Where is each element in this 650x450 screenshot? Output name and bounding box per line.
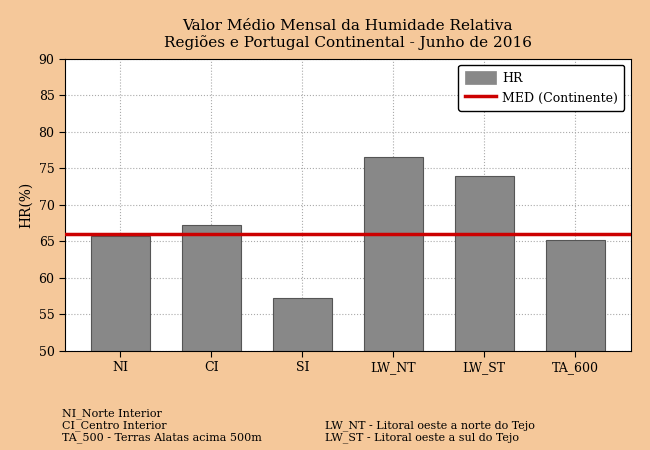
Bar xyxy=(91,236,150,450)
Bar xyxy=(273,298,332,450)
Y-axis label: HR(%): HR(%) xyxy=(19,182,33,228)
Bar xyxy=(363,157,422,450)
Text: NI_Norte Interior
CI_Centro Interior
TA_500 - Terras Alatas acima 500m: NI_Norte Interior CI_Centro Interior TA_… xyxy=(62,408,261,443)
Bar xyxy=(454,176,514,450)
Title: Valor Médio Mensal da Humidade Relativa
Regiões e Portugal Continental - Junho d: Valor Médio Mensal da Humidade Relativa … xyxy=(164,19,532,50)
Bar xyxy=(545,240,605,450)
Bar xyxy=(182,225,241,450)
Text: LW_NT - Litoral oeste a norte do Tejo
LW_ST - Litoral oeste a sul do Tejo: LW_NT - Litoral oeste a norte do Tejo LW… xyxy=(325,420,535,443)
Legend: HR, MED (Continente): HR, MED (Continente) xyxy=(458,65,624,111)
